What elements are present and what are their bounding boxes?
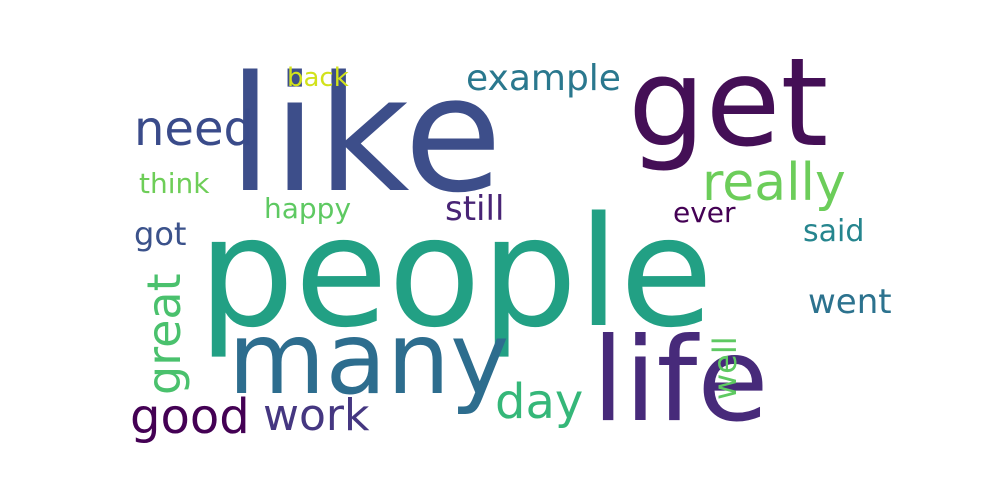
word-work: work	[263, 390, 370, 441]
word-example: example	[466, 58, 621, 99]
word-many: many	[228, 300, 509, 417]
word-life: life	[592, 313, 769, 448]
word-ever: ever	[673, 196, 736, 229]
word-good: good	[130, 389, 250, 445]
word-people: people	[198, 184, 713, 361]
word-really: really	[702, 153, 846, 213]
word-like: like	[228, 41, 502, 228]
word-need: need	[134, 101, 254, 157]
word-get: get	[628, 32, 828, 174]
word-well: well	[706, 336, 744, 400]
word-day: day	[495, 374, 583, 430]
word-went: went	[808, 282, 892, 322]
word-think: think	[139, 167, 210, 200]
word-said: said	[803, 214, 864, 249]
word-got: got	[134, 215, 186, 253]
word-back: back	[287, 63, 349, 93]
word-great: great	[137, 273, 191, 395]
word-happy: happy	[264, 192, 351, 225]
word-still: still	[445, 189, 504, 229]
